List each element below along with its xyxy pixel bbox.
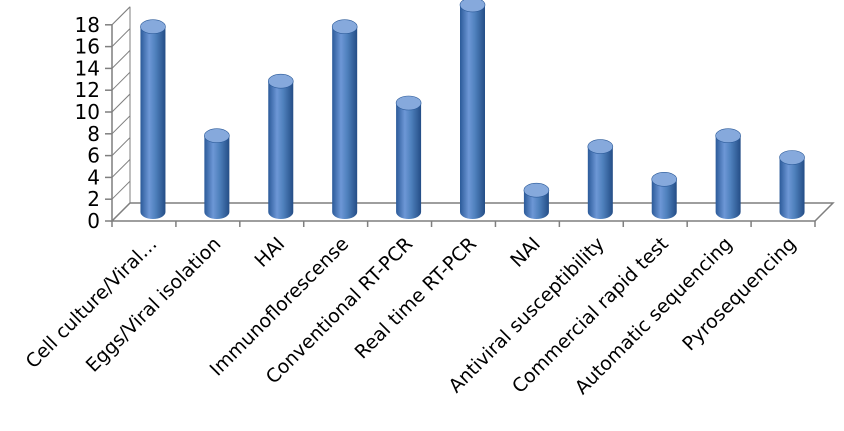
y-tick-depth	[111, 6, 131, 26]
bar-body	[268, 81, 294, 219]
y-tick-depth	[111, 180, 131, 200]
bar-body	[523, 190, 549, 219]
bar	[204, 128, 230, 219]
bar-top	[459, 0, 486, 13]
y-tick-label: 0	[87, 209, 100, 233]
y-tick-label: 2	[87, 187, 100, 211]
bar-body	[779, 157, 805, 219]
y-tick-depth	[111, 28, 131, 47]
y-tick-label: 4	[87, 165, 100, 189]
y-tick-label: 14	[75, 56, 100, 80]
y-tick-label: 10	[75, 100, 100, 124]
y-tick-label: 12	[75, 78, 100, 102]
y-tick-depth	[111, 50, 131, 69]
x-axis-labels: Cell culture/Viral…Eggs/Viral isolation H…	[22, 233, 801, 399]
bar	[459, 0, 486, 220]
x-category-label: Real time RT-PCR	[351, 233, 481, 363]
bar-body	[587, 146, 613, 219]
y-tick-depth	[111, 115, 131, 135]
bar-body	[140, 26, 166, 220]
bar	[779, 150, 805, 219]
y-tick-depth	[111, 202, 131, 222]
bar-top	[395, 95, 422, 111]
bar-top	[523, 182, 550, 198]
bar-top	[140, 19, 166, 35]
bar-body	[204, 135, 230, 219]
bar-body	[651, 179, 677, 219]
bar-top	[267, 73, 294, 89]
bar	[523, 182, 550, 219]
bar	[651, 172, 678, 219]
y-tick-depth	[111, 93, 131, 113]
bar-top	[715, 128, 741, 143]
bar-body	[460, 4, 485, 220]
bar-body	[332, 26, 358, 220]
x-category-label: HAI	[250, 233, 289, 272]
y-tick-label: 6	[87, 144, 100, 168]
bar	[267, 73, 294, 219]
y-tick-label: 16	[75, 35, 100, 59]
x-category-label: NAI	[506, 233, 545, 272]
bar	[395, 95, 422, 219]
bar-body	[715, 135, 741, 219]
bar	[140, 19, 166, 220]
bar-top	[331, 19, 358, 35]
bar-top	[204, 128, 230, 143]
bar-top	[779, 150, 805, 165]
y-tick-depth	[111, 159, 131, 178]
x-category-label: Pyrosequencing	[678, 233, 800, 355]
bar	[331, 19, 358, 220]
y-tick-depth	[111, 137, 131, 156]
y-tick-label: 18	[75, 13, 100, 37]
bar	[715, 128, 741, 219]
bars-group	[140, 0, 805, 220]
y-tick-depth	[111, 71, 131, 91]
bar-top	[651, 172, 678, 187]
y-tick-label: 8	[87, 122, 100, 146]
bar	[587, 139, 614, 219]
bar-body	[396, 103, 422, 219]
bar-top	[587, 139, 614, 154]
